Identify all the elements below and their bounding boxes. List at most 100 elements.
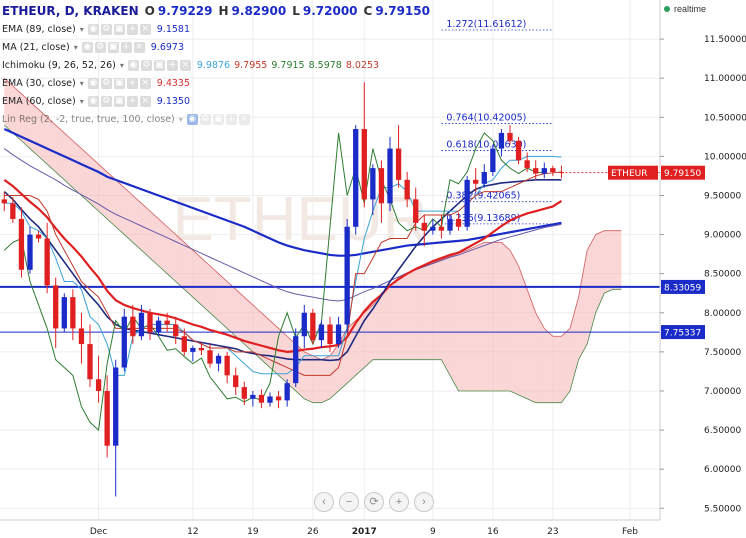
zoom-out-button[interactable]: −: [339, 492, 359, 512]
lock-icon[interactable]: ▣: [107, 41, 119, 53]
cloud-segment: [64, 132, 73, 188]
indicator-row[interactable]: EMA (30, close) ▾ ◉ ⚙ ▣ + × 9.4335: [2, 74, 430, 92]
candle-body: [173, 324, 179, 337]
realtime-indicator: realtime: [663, 4, 706, 14]
add-icon[interactable]: +: [126, 77, 138, 89]
lock-icon[interactable]: ▣: [113, 23, 125, 35]
close-icon[interactable]: ×: [133, 41, 145, 53]
close-icon[interactable]: ×: [139, 77, 151, 89]
close-icon[interactable]: ×: [238, 113, 250, 125]
lock-icon[interactable]: ▣: [153, 59, 165, 71]
candle: [550, 165, 556, 176]
indicator-row[interactable]: Lin Reg (2, -2, true, true, 100, close) ▾…: [2, 110, 430, 128]
chevron-down-icon[interactable]: ▾: [73, 42, 78, 52]
indicator-name[interactable]: Ichimoku (9, 26, 52, 26): [2, 59, 116, 71]
chevron-down-icon[interactable]: ▾: [79, 24, 84, 34]
x-axis-tick-label: 26: [307, 527, 319, 537]
candle: [250, 390, 256, 407]
candle: [387, 136, 393, 212]
lock-icon[interactable]: ▣: [212, 113, 224, 125]
indicator-row[interactable]: EMA (89, close) ▾ ◉ ⚙ ▣ + × 9.1581: [2, 20, 430, 38]
eye-icon[interactable]: ◉: [87, 23, 99, 35]
indicator-value: 8.5978: [308, 59, 342, 71]
indicator-row[interactable]: MA (21, close) ▾ ◉ ⚙ ▣ + × 9.6973: [2, 38, 430, 56]
add-icon[interactable]: +: [120, 41, 132, 53]
indicator-row[interactable]: EMA (60, close) ▾ ◉ ⚙ ▣ + × 9.1350: [2, 92, 430, 110]
symbol-title[interactable]: ETHEUR, D, KRAKEN: [2, 4, 139, 18]
cloud-segment: [450, 253, 459, 391]
fib-level-label: 0.618(10.07630): [446, 139, 526, 150]
candle-body: [293, 336, 299, 384]
candle-body: [113, 367, 119, 446]
settings-icon[interactable]: ⚙: [100, 95, 112, 107]
eye-icon[interactable]: ◉: [127, 59, 139, 71]
chevron-down-icon[interactable]: ▾: [79, 96, 84, 106]
candle-body: [413, 199, 419, 223]
cloud-segment: [561, 328, 570, 403]
candle: [53, 277, 59, 348]
indicator-name[interactable]: EMA (89, close): [2, 23, 76, 35]
candle: [318, 320, 325, 348]
last-price-badge: [661, 165, 705, 180]
close-icon[interactable]: ×: [139, 23, 151, 35]
candle-body: [370, 168, 376, 200]
candle-body: [53, 285, 59, 329]
scroll-right-button[interactable]: ›: [414, 492, 434, 512]
close-icon[interactable]: ×: [139, 95, 151, 107]
lock-icon[interactable]: ▣: [113, 95, 125, 107]
candle-body: [335, 324, 342, 345]
indicator-name[interactable]: MA (21, close): [2, 41, 70, 53]
scroll-left-button[interactable]: ‹: [314, 492, 334, 512]
add-icon[interactable]: +: [166, 59, 178, 71]
add-icon[interactable]: +: [126, 95, 138, 107]
lock-icon[interactable]: ▣: [113, 77, 125, 89]
candle-body: [27, 234, 33, 270]
chart-legend: ETHEUR, D, KRAKEN O 9.79229 H 9.82900 L 9.720…: [2, 2, 430, 128]
chevron-down-icon[interactable]: ▾: [178, 114, 183, 124]
indicator-name[interactable]: Lin Reg (2, -2, true, true, 100, close): [2, 113, 175, 125]
candle: [310, 308, 316, 345]
candle-body: [515, 140, 522, 161]
cloud-segment: [312, 355, 322, 403]
settings-icon[interactable]: ⚙: [199, 113, 211, 125]
settings-icon[interactable]: ⚙: [140, 59, 152, 71]
candle: [507, 125, 513, 145]
candle: [293, 328, 299, 388]
add-icon[interactable]: +: [126, 23, 138, 35]
candle-body: [421, 222, 427, 231]
reset-button[interactable]: ⟳: [364, 492, 384, 512]
candle: [147, 308, 153, 341]
candle-body: [250, 394, 256, 399]
candle: [18, 207, 25, 278]
zoom-in-button[interactable]: +: [389, 492, 409, 512]
chevron-down-icon[interactable]: ▾: [79, 78, 84, 88]
indicator-row[interactable]: Ichimoku (9, 26, 52, 26) ▾ ◉ ⚙ ▣ + × 9.9876 9.79…: [2, 56, 430, 74]
settings-icon[interactable]: ⚙: [100, 23, 112, 35]
close-icon[interactable]: ×: [179, 59, 191, 71]
add-icon[interactable]: +: [225, 113, 237, 125]
settings-icon[interactable]: ⚙: [94, 41, 106, 53]
x-axis-tick-label: 12: [187, 527, 198, 537]
cloud-segment: [158, 218, 168, 274]
chart-navigation: ‹ − ⟳ + ›: [314, 492, 434, 512]
candle: [455, 212, 462, 231]
eye-icon[interactable]: ◉: [186, 113, 198, 125]
eye-icon[interactable]: ◉: [87, 95, 99, 107]
cloud-segment: [458, 250, 468, 391]
candle: [515, 136, 522, 165]
candle: [164, 312, 170, 333]
eye-icon[interactable]: ◉: [81, 41, 93, 53]
price-level-label: 8.33059: [664, 283, 701, 293]
indicator-name[interactable]: EMA (30, close): [2, 77, 76, 89]
candle: [61, 293, 67, 333]
chevron-down-icon[interactable]: ▾: [119, 60, 124, 70]
eye-icon[interactable]: ◉: [87, 77, 99, 89]
indicator-name[interactable]: EMA (60, close): [2, 95, 76, 107]
cloud-segment: [175, 234, 185, 290]
cloud-segment: [132, 195, 142, 251]
candle-body: [35, 234, 42, 239]
indicator-value: 9.7955: [234, 59, 268, 71]
settings-icon[interactable]: ⚙: [100, 77, 112, 89]
candle: [173, 316, 179, 345]
last-price-label: 9.79150: [664, 169, 701, 179]
